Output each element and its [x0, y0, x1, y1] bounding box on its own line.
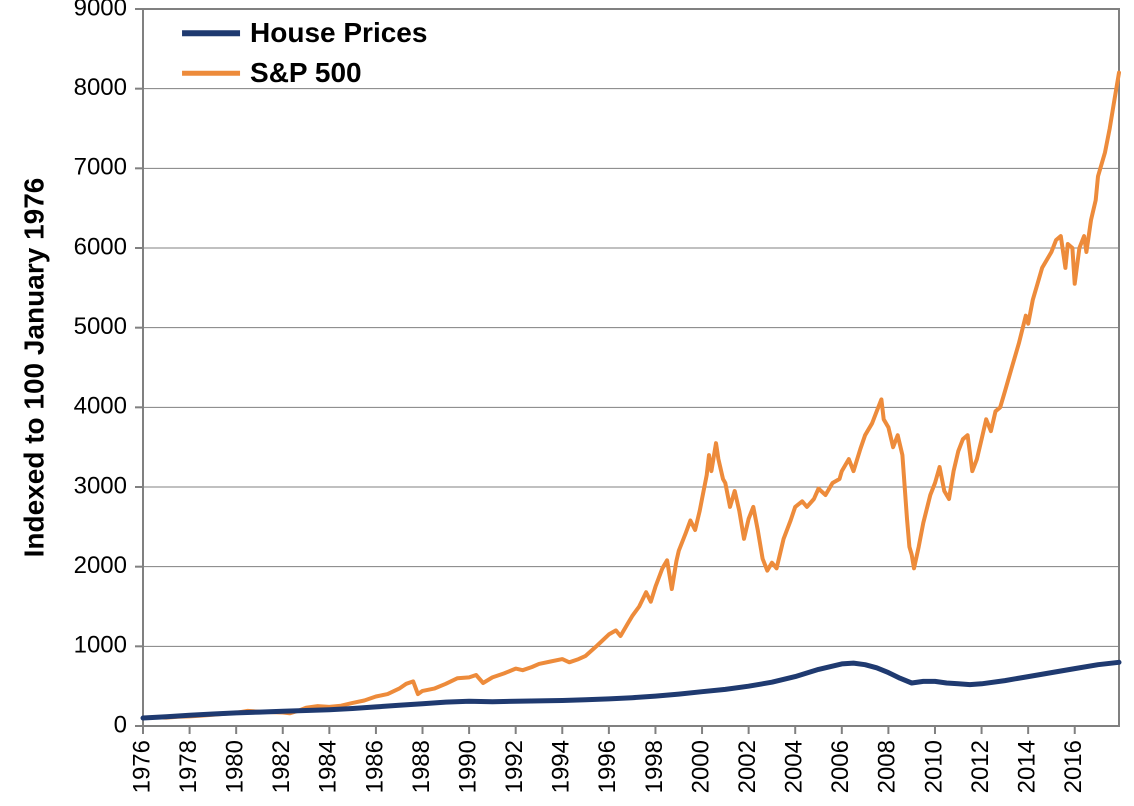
- x-tick-label: 1994: [548, 740, 575, 793]
- y-tick-label: 0: [114, 711, 127, 738]
- y-tick-label: 8000: [74, 74, 127, 101]
- legend-label-house_prices: House Prices: [250, 17, 427, 48]
- x-tick-label: 2014: [1013, 740, 1040, 793]
- x-tick-label: 1988: [408, 740, 435, 793]
- y-tick-label: 3000: [74, 472, 127, 499]
- x-tick-label: 2012: [967, 740, 994, 793]
- x-tick-label: 2010: [920, 740, 947, 793]
- x-tick-label: 1984: [315, 740, 342, 793]
- y-tick-label: 6000: [74, 233, 127, 260]
- x-tick-label: 1978: [175, 740, 202, 793]
- chart-container: 0 1000 2000 3000 4000 5000 6000 7000 8000 9000 197…: [0, 0, 1134, 806]
- line-chart: 0 1000 2000 3000 4000 5000 6000 7000 8000 9000 197…: [0, 0, 1134, 806]
- x-tick-label: 1982: [268, 740, 295, 793]
- x-tick-label: 1980: [222, 740, 249, 793]
- x-tick-label: 1976: [128, 740, 155, 793]
- x-tick-label: 2000: [687, 740, 714, 793]
- x-tick-label: 2016: [1060, 740, 1087, 793]
- x-tick-label: 2008: [874, 740, 901, 793]
- y-tick-label: 5000: [74, 313, 127, 340]
- x-tick-label: 1992: [501, 740, 528, 793]
- y-tick-label: 1000: [74, 632, 127, 659]
- y-tick-label: 9000: [74, 0, 127, 21]
- x-tick-label: 1996: [594, 740, 621, 793]
- y-tick-label: 4000: [74, 393, 127, 420]
- y-tick-label: 7000: [74, 154, 127, 181]
- x-tick-label: 1986: [361, 740, 388, 793]
- x-tick-label: 1990: [454, 740, 481, 793]
- legend-label-sp500: S&P 500: [250, 57, 362, 88]
- x-tick-label: 2006: [827, 740, 854, 793]
- x-tick-label: 1998: [641, 740, 668, 793]
- y-axis-title: Indexed to 100 January 1976: [18, 178, 49, 558]
- x-tick-label: 2002: [734, 740, 761, 793]
- x-tick-label: 2004: [781, 740, 808, 793]
- y-tick-label: 2000: [74, 552, 127, 579]
